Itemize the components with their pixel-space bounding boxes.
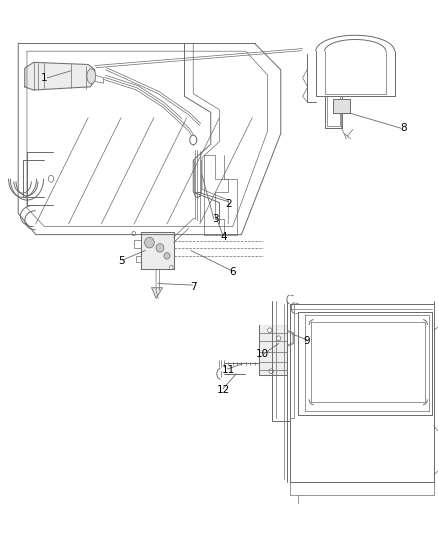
Text: 6: 6	[229, 267, 235, 277]
Polygon shape	[141, 232, 173, 269]
Text: 7: 7	[190, 282, 196, 292]
Text: 4: 4	[220, 232, 227, 243]
Ellipse shape	[48, 175, 53, 182]
Ellipse shape	[163, 253, 170, 259]
Bar	[332, 99, 349, 114]
Text: 5: 5	[117, 256, 124, 266]
Text: 1: 1	[41, 73, 48, 83]
Text: 11: 11	[221, 365, 234, 375]
Polygon shape	[151, 288, 162, 298]
Polygon shape	[258, 325, 287, 375]
Polygon shape	[25, 62, 95, 90]
Ellipse shape	[132, 231, 135, 236]
Ellipse shape	[267, 328, 272, 333]
Text: 10: 10	[255, 349, 268, 359]
Text: 12: 12	[217, 385, 230, 395]
Ellipse shape	[155, 244, 163, 252]
Ellipse shape	[87, 69, 95, 84]
Ellipse shape	[268, 369, 273, 374]
Text: 2: 2	[224, 199, 231, 209]
Text: 8: 8	[399, 123, 406, 133]
Ellipse shape	[276, 336, 280, 341]
Text: 3: 3	[211, 214, 218, 224]
Ellipse shape	[169, 265, 173, 270]
Ellipse shape	[189, 135, 196, 145]
Text: 9: 9	[303, 336, 310, 346]
Ellipse shape	[145, 237, 154, 248]
